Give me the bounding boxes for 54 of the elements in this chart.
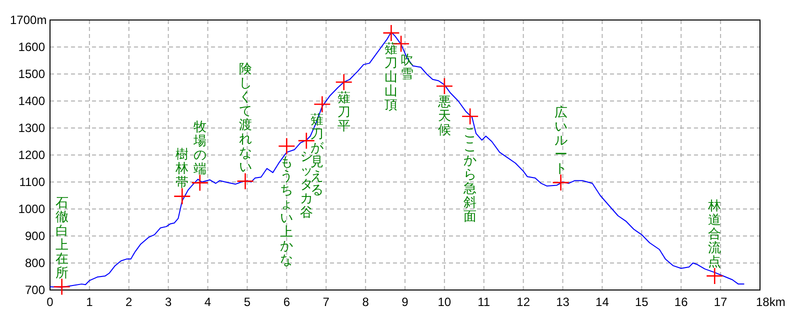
x-tick-label: 4 — [204, 295, 212, 309]
x-tick-label: 7 — [322, 295, 330, 309]
x-tick-label: 6 — [283, 295, 290, 309]
x-tick-label: 8 — [362, 295, 370, 309]
annotation: シッタカ谷 — [300, 150, 313, 221]
point — [335, 73, 353, 91]
y-tick-label: 800 — [24, 256, 46, 270]
y-tick-label: 1600 — [18, 40, 46, 54]
x-tick-label: 2 — [126, 295, 133, 309]
point — [461, 108, 479, 126]
point — [552, 174, 570, 192]
point — [236, 172, 254, 190]
x-tick-label: 13 — [556, 295, 570, 309]
point — [278, 137, 296, 155]
annotation: もうちょい上かな — [280, 155, 294, 268]
point — [314, 96, 331, 113]
point — [191, 174, 209, 192]
y-tick-label: 700 — [24, 283, 46, 297]
x-tick-label: 14 — [596, 295, 610, 309]
x-tick-label: 11 — [478, 295, 490, 309]
point — [382, 24, 400, 42]
y-tick-label: 1700m — [10, 13, 47, 27]
y-tick-label: 1000 — [18, 202, 46, 216]
x-tick-label: 17 — [714, 295, 728, 309]
y-tick-label: 1100 — [19, 175, 46, 189]
y-tick-label: 1400 — [18, 94, 46, 108]
y-tick-label: 1500 — [18, 67, 46, 81]
annotation: 石徹白上在所 — [55, 196, 68, 281]
point — [706, 267, 724, 285]
annotation: ここから急斜面 — [464, 125, 477, 224]
annotation: 薙刀平 — [337, 91, 350, 134]
annotation: 広いルート — [554, 106, 568, 177]
x-tick-label: 9 — [402, 295, 409, 309]
y-tick-label: 900 — [24, 229, 46, 243]
x-tick-label: 10 — [438, 295, 452, 309]
point — [436, 78, 454, 95]
annotation: 悪天候 — [438, 95, 451, 138]
x-tick-label: 5 — [244, 295, 251, 309]
point — [173, 188, 191, 205]
x-tick-label: 18km — [756, 295, 786, 309]
x-tick-label: 16 — [674, 295, 688, 309]
point — [53, 278, 70, 296]
x-tick-label: 12 — [516, 295, 530, 309]
y-tick-label: 1200 — [18, 148, 46, 162]
x-tick-label: 1 — [86, 295, 94, 309]
annotation: 薙刀山山頂 — [384, 42, 398, 113]
x-tick-label: 3 — [164, 295, 172, 309]
annotation: 牧場の端 — [193, 120, 206, 177]
annotation: 林道合流点 — [708, 198, 722, 270]
x-tick-label: 0 — [46, 295, 54, 309]
x-tick-label: 15 — [634, 295, 649, 309]
annotation: 険しくて渡れない — [238, 62, 252, 176]
annotation: 樹林帯 — [176, 147, 189, 190]
y-tick-label: 1300 — [18, 121, 46, 135]
